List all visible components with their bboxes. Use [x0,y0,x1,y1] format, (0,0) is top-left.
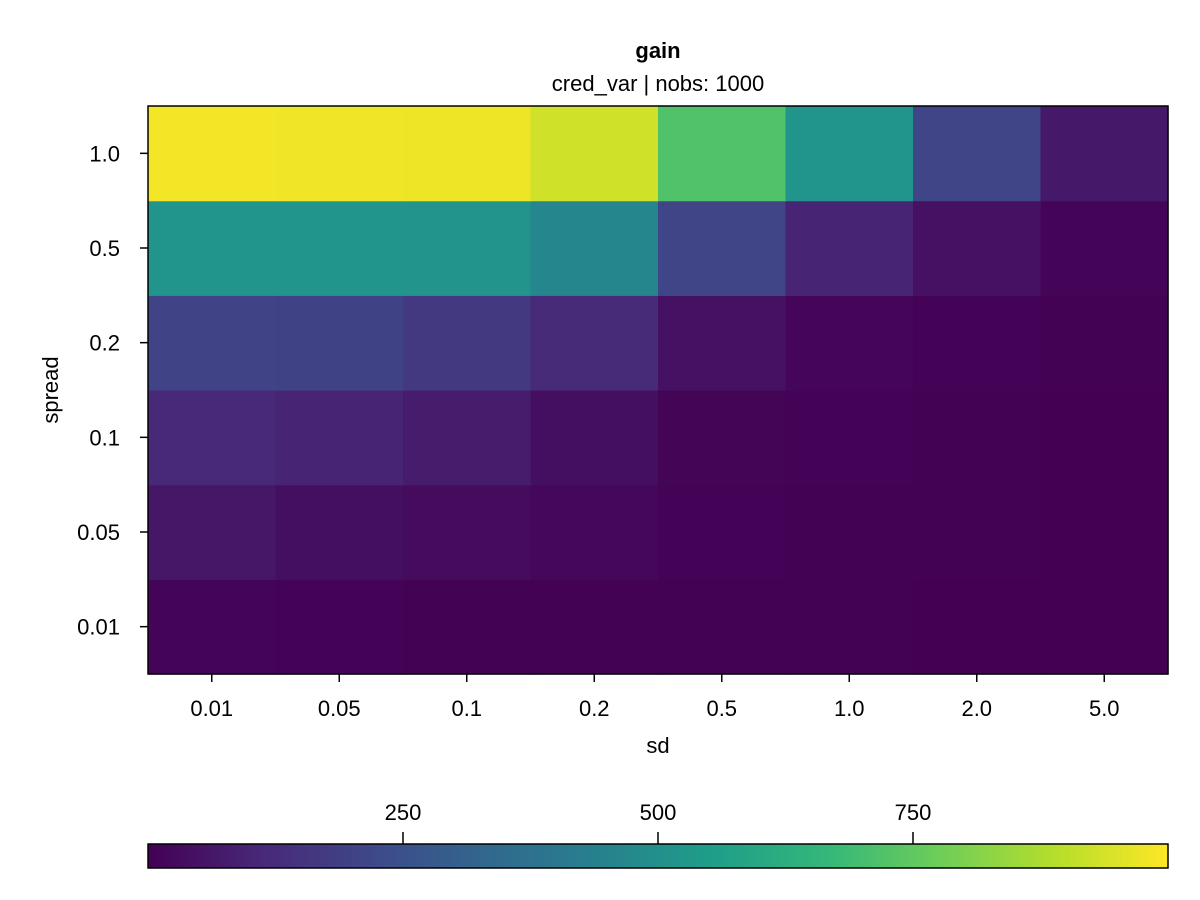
y-tick-label: 0.2 [89,331,120,356]
heatmap-cell [785,484,914,580]
x-tick-label: 0.2 [579,696,610,721]
y-tick-label: 0.5 [89,236,120,261]
heatmap-cell [148,295,277,391]
heatmap-cell [403,106,532,202]
heatmap-cells [148,106,1169,675]
heatmap-cell [658,579,787,675]
heatmap-cell [1040,200,1169,296]
heatmap-cell [658,295,787,391]
heatmap-cell [913,579,1042,675]
x-tick-label: 0.1 [451,696,482,721]
heatmap-cell [530,106,659,202]
heatmap-cell [148,484,277,580]
y-axis-label: spread [38,356,63,423]
heatmap-cell [275,579,404,675]
heatmap-cell [530,390,659,486]
heatmap-cell [148,390,277,486]
heatmap-cell [530,579,659,675]
y-tick-label: 0.1 [89,425,120,450]
chart-subtitle: cred_var | nobs: 1000 [552,71,764,96]
heatmap-cell [275,200,404,296]
heatmap-cell [275,295,404,391]
colorbar [148,844,1168,868]
heatmap-cell [913,390,1042,486]
heatmap-cell [275,106,404,202]
y-tick-label: 0.01 [77,615,120,640]
colorbar-tick-label: 750 [895,800,932,825]
heatmap-cell [1040,106,1169,202]
heatmap-cell [913,295,1042,391]
y-axis-ticks: 0.01 0.05 0.1 0.2 0.5 1.0 [77,141,148,640]
x-tick-label: 5.0 [1089,696,1120,721]
heatmap-cell [658,106,787,202]
heatmap-cell [658,484,787,580]
chart-title: gain [635,38,680,63]
heatmap-cell [785,200,914,296]
heatmap-cell [785,390,914,486]
heatmap-cell [1040,579,1169,675]
y-tick-label: 0.05 [77,520,120,545]
plot-frame [147,105,1169,675]
heatmap-cell [148,200,277,296]
heatmap-cell [403,295,532,391]
heatmap-cell [275,484,404,580]
heatmap-cell [913,484,1042,580]
colorbar-tick-label: 500 [640,800,677,825]
colorbar-tick-label: 250 [385,800,422,825]
heatmap-cell [275,390,404,486]
heatmap-cell [530,295,659,391]
heatmap-cell [913,200,1042,296]
heatmap-cell [1040,295,1169,391]
heatmap-cell [785,579,914,675]
x-tick-label: 2.0 [961,696,992,721]
heatmap-cell [403,484,532,580]
heatmap-cell [785,295,914,391]
heatmap-cell [148,579,277,675]
y-tick-label: 1.0 [89,141,120,166]
heatmap-cell [530,484,659,580]
colorbar-ticks: 250 500 750 [385,800,932,844]
x-axis-ticks: 0.01 0.05 0.1 0.2 0.5 1.0 2.0 5.0 [190,674,1120,721]
heatmap-cell [148,106,277,202]
heatmap-cell [658,390,787,486]
heatmap-cell [403,200,532,296]
x-tick-label: 1.0 [834,696,865,721]
heatmap-cell [403,579,532,675]
heatmap-cell [785,106,914,202]
heatmap-cell [403,390,532,486]
x-tick-label: 0.5 [706,696,737,721]
x-tick-label: 0.01 [190,696,233,721]
x-axis-label: sd [646,733,669,758]
x-tick-label: 0.05 [318,696,361,721]
heatmap-cell [1040,390,1169,486]
heatmap-cell [530,200,659,296]
heatmap-cell [658,200,787,296]
heatmap-cell [1040,484,1169,580]
heatmap-cell [913,106,1042,202]
